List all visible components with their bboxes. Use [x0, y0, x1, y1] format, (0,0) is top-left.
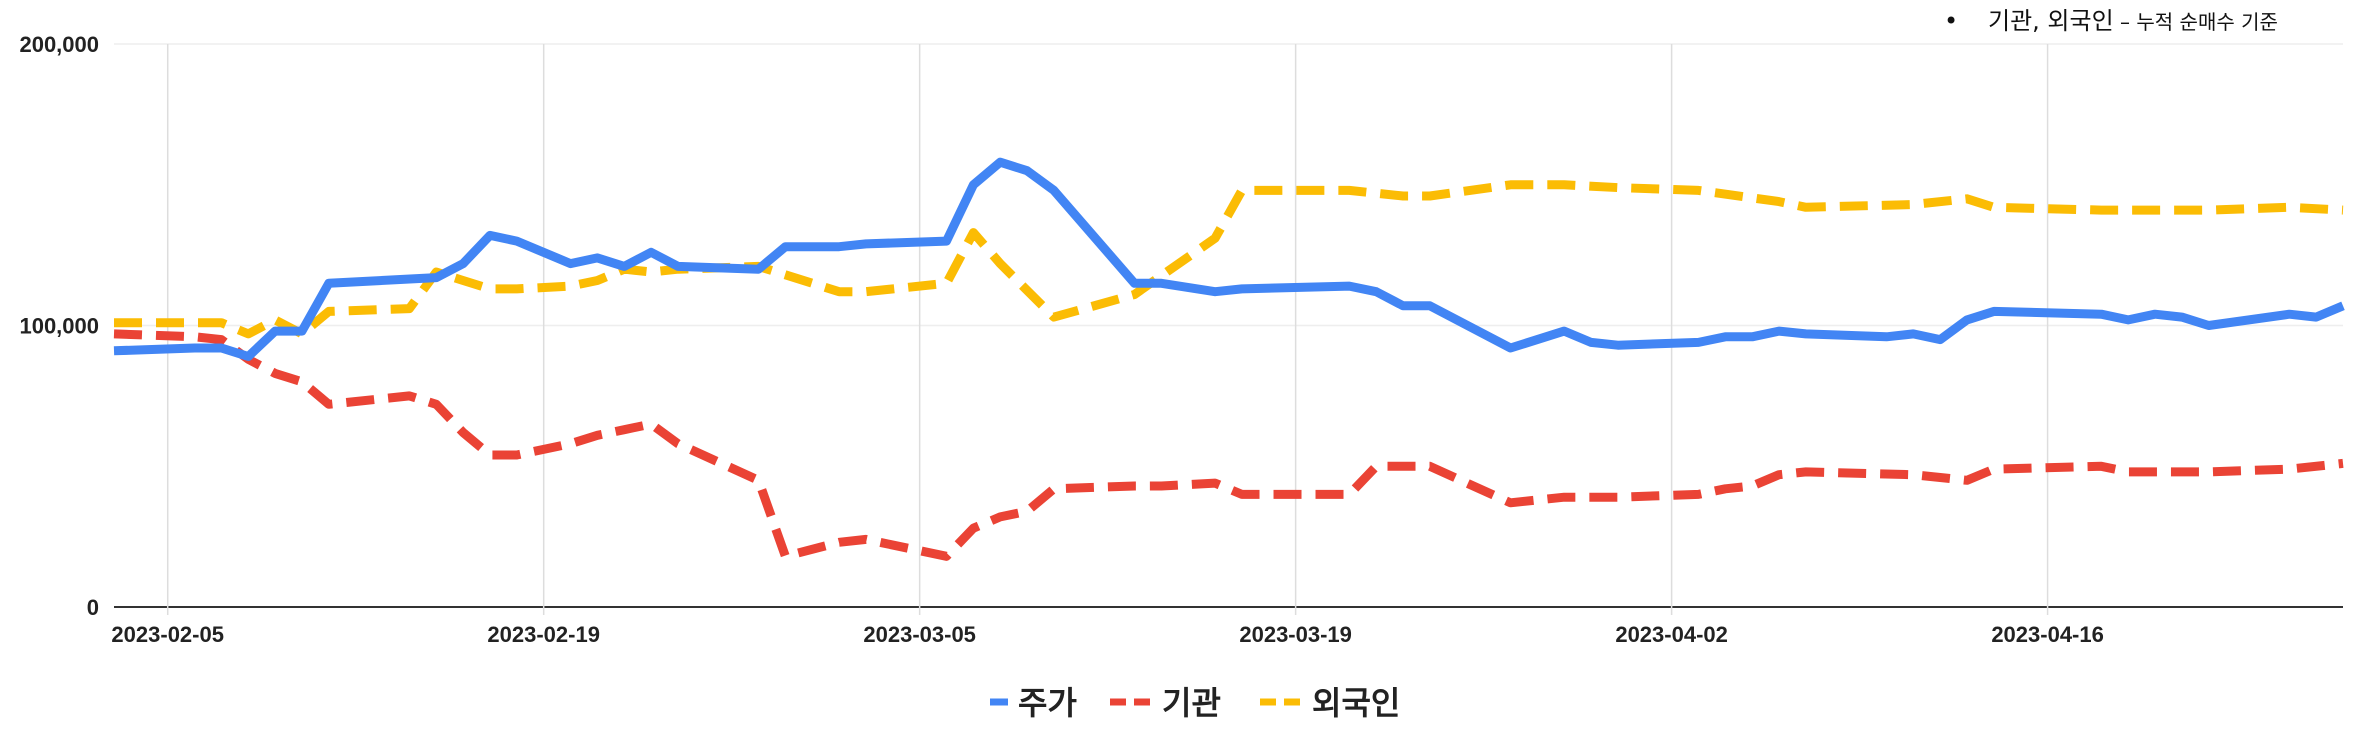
note-sub-text: 누적 순매수 기준: [2136, 10, 2278, 34]
y-tick-label: 100,000: [19, 314, 99, 339]
series-line: [114, 180, 2344, 339]
x-tick-label: 2023-04-02: [1615, 622, 1728, 647]
note-text: 기관, 외국인 – 누적 순매수 기준: [1988, 7, 2278, 35]
x-tick-label: 2023-04-16: [1991, 622, 2104, 647]
legend-item: 기관: [1110, 684, 1221, 722]
y-tick-label: 200,000: [19, 32, 99, 57]
chart-grid: [114, 43, 2343, 615]
chart-legend: 주가 기관 외국인: [990, 684, 1400, 722]
x-tick-label: 2023-03-05: [863, 622, 976, 647]
series-line: [113, 157, 2345, 361]
chart-series-lines: [113, 157, 2345, 561]
legend-label: 주가: [1018, 684, 1077, 722]
chart-note: • 기관, 외국인 – 누적 순매수 기준: [1944, 7, 2278, 35]
note-dash: –: [2114, 10, 2137, 34]
legend-item: 외국인: [1260, 684, 1400, 722]
x-tick-label: 2023-03-19: [1239, 622, 1352, 647]
x-tick-label: 2023-02-05: [111, 622, 224, 647]
legend-item: 주가: [990, 684, 1077, 722]
note-main-text: 기관, 외국인: [1988, 7, 2114, 35]
legend-label: 외국인: [1312, 684, 1400, 722]
x-tick-label: 2023-02-19: [487, 622, 600, 647]
y-tick-label: 0: [87, 595, 99, 620]
series-line: [113, 329, 2344, 561]
y-axis-tick-labels: 0 100,000 200,000: [19, 32, 99, 620]
legend-label: 기관: [1162, 684, 1221, 722]
x-axis-tick-labels: 2023-02-05 2023-02-19 2023-03-05 2023-03-19…: [111, 622, 2103, 647]
note-bullet: •: [1944, 7, 1958, 35]
